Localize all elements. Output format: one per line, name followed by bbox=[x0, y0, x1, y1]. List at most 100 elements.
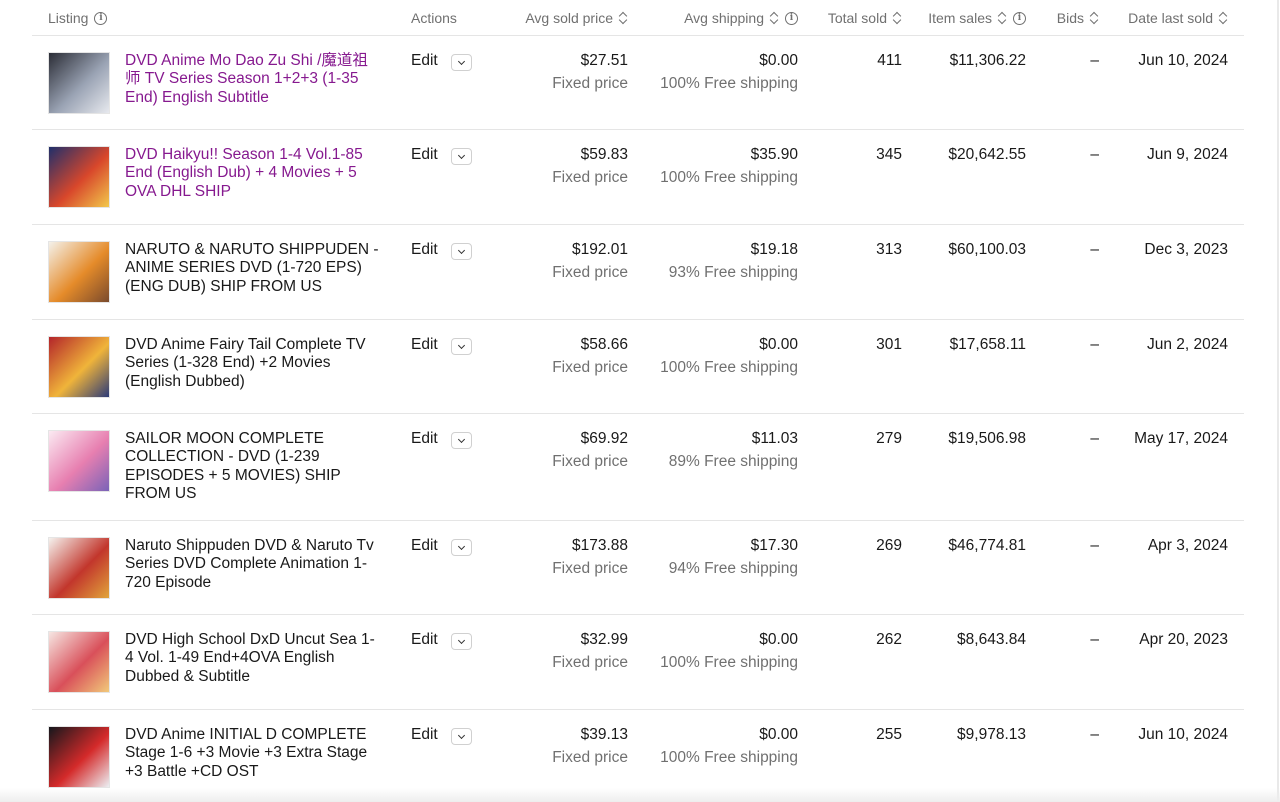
listing-title-link[interactable]: DVD High School DxD Uncut Sea 1-4 Vol. 1… bbox=[125, 631, 375, 685]
avg-sold-price: $173.88 bbox=[571, 537, 628, 554]
bids: – bbox=[1090, 726, 1099, 743]
chevron-down-icon[interactable] bbox=[450, 632, 472, 650]
col-actions-label: Actions bbox=[411, 10, 457, 26]
item-sales: $9,978.13 bbox=[957, 726, 1026, 743]
avg-shipping: $0.00 bbox=[759, 52, 798, 69]
bids: – bbox=[1090, 146, 1099, 163]
chevron-down-icon[interactable] bbox=[450, 337, 472, 355]
listing-title-link[interactable]: NARUTO & NARUTO SHIPPUDEN - ANIME SERIES… bbox=[125, 241, 379, 295]
avg-shipping: $35.90 bbox=[750, 146, 798, 163]
info-icon[interactable]: i bbox=[1013, 11, 1026, 25]
date-last-sold: Jun 10, 2024 bbox=[1138, 52, 1228, 69]
bids: – bbox=[1090, 241, 1099, 258]
date-last-sold: Apr 3, 2024 bbox=[1147, 537, 1228, 554]
avg-shipping: $0.00 bbox=[759, 726, 798, 743]
total-sold: 279 bbox=[876, 430, 902, 447]
col-total-sold[interactable]: Total sold bbox=[828, 0, 902, 36]
edit-action: Edit bbox=[411, 430, 472, 449]
chevron-down-icon[interactable] bbox=[450, 53, 472, 71]
listing-title-link[interactable]: DVD Anime Mo Dao Zu Shi /魔道祖师 TV Series … bbox=[125, 52, 368, 106]
listing-thumbnail[interactable] bbox=[48, 336, 110, 398]
scrollbar[interactable] bbox=[1277, 0, 1279, 802]
col-date-last-sold[interactable]: Date last sold bbox=[1128, 0, 1228, 36]
edit-action: Edit bbox=[411, 726, 472, 745]
chevron-down-icon[interactable] bbox=[450, 538, 472, 556]
listing-thumbnail[interactable] bbox=[48, 241, 110, 303]
sold-listings-table: Listing i Actions Avg sold price Avg shi… bbox=[32, 0, 1244, 802]
total-sold: 262 bbox=[876, 631, 902, 648]
col-avg-shipping[interactable]: Avg shipping i bbox=[684, 0, 798, 36]
avg-sold-price: $69.92 bbox=[580, 430, 628, 447]
listing-thumbnail[interactable] bbox=[48, 430, 110, 492]
edit-link[interactable]: Edit bbox=[411, 336, 438, 353]
listing-title-link[interactable]: DVD Anime INITIAL D COMPLETE Stage 1-6 +… bbox=[125, 726, 368, 780]
sort-icon[interactable] bbox=[1089, 10, 1099, 26]
col-avg-sold-price[interactable]: Avg sold price bbox=[525, 0, 628, 36]
edit-link[interactable]: Edit bbox=[411, 241, 438, 258]
free-shipping-rate: 94% Free shipping bbox=[668, 560, 798, 577]
listing-thumbnail[interactable] bbox=[48, 631, 110, 693]
price-format: Fixed price bbox=[552, 654, 628, 671]
listing-thumbnail[interactable] bbox=[48, 537, 110, 599]
col-bids-label: Bids bbox=[1056, 10, 1084, 26]
info-icon[interactable]: i bbox=[94, 11, 108, 25]
item-sales: $20,642.55 bbox=[948, 146, 1026, 163]
listing-title-link[interactable]: DVD Anime Fairy Tail Complete TV Series … bbox=[125, 336, 366, 390]
chevron-down-icon[interactable] bbox=[450, 242, 472, 260]
edit-link[interactable]: Edit bbox=[411, 726, 438, 743]
listing-thumbnail[interactable] bbox=[48, 726, 110, 788]
total-sold: 255 bbox=[876, 726, 902, 743]
col-total-sold-label: Total sold bbox=[827, 10, 887, 26]
total-sold: 269 bbox=[876, 537, 902, 554]
listing-thumbnail[interactable] bbox=[48, 146, 110, 208]
bids: – bbox=[1090, 631, 1099, 648]
sort-icon[interactable] bbox=[997, 10, 1007, 26]
col-listing-label: Listing bbox=[48, 10, 89, 26]
price-format: Fixed price bbox=[552, 749, 628, 766]
chevron-down-icon[interactable] bbox=[450, 431, 472, 449]
table-row: DVD Anime Mo Dao Zu Shi /魔道祖师 TV Series … bbox=[32, 36, 1244, 130]
col-item-sales[interactable]: Item sales i bbox=[928, 0, 1026, 36]
info-icon[interactable]: i bbox=[785, 11, 798, 25]
col-actions: Actions bbox=[411, 0, 457, 36]
price-format: Fixed price bbox=[552, 560, 628, 577]
avg-shipping: $0.00 bbox=[759, 336, 798, 353]
date-last-sold: Jun 10, 2024 bbox=[1138, 726, 1228, 743]
price-format: Fixed price bbox=[552, 75, 628, 92]
date-last-sold: Jun 2, 2024 bbox=[1146, 336, 1228, 353]
edit-action: Edit bbox=[411, 537, 472, 556]
col-listing[interactable]: Listing i bbox=[48, 0, 108, 36]
edit-link[interactable]: Edit bbox=[411, 430, 438, 447]
sort-icon[interactable] bbox=[1218, 10, 1228, 26]
col-bids[interactable]: Bids bbox=[1057, 0, 1099, 36]
date-last-sold: Dec 3, 2023 bbox=[1144, 241, 1228, 258]
listing-title-link[interactable]: Naruto Shippuden DVD & Naruto Tv Series … bbox=[125, 537, 374, 591]
table-row: DVD High School DxD Uncut Sea 1-4 Vol. 1… bbox=[32, 615, 1244, 710]
chevron-down-icon[interactable] bbox=[450, 147, 472, 165]
total-sold: 345 bbox=[876, 146, 902, 163]
item-sales: $46,774.81 bbox=[948, 537, 1026, 554]
sort-icon[interactable] bbox=[892, 10, 902, 26]
table-row: NARUTO & NARUTO SHIPPUDEN - ANIME SERIES… bbox=[32, 225, 1244, 320]
chevron-down-icon[interactable] bbox=[450, 727, 472, 745]
listing-title-link[interactable]: SAILOR MOON COMPLETE COLLECTION - DVD (1… bbox=[125, 430, 341, 502]
price-format: Fixed price bbox=[552, 453, 628, 470]
sort-icon[interactable] bbox=[618, 10, 628, 26]
price-format: Fixed price bbox=[552, 359, 628, 376]
edit-link[interactable]: Edit bbox=[411, 537, 438, 554]
avg-shipping: $19.18 bbox=[750, 241, 798, 258]
sort-icon[interactable] bbox=[769, 10, 779, 26]
date-last-sold: May 17, 2024 bbox=[1134, 430, 1228, 447]
free-shipping-rate: 100% Free shipping bbox=[660, 75, 798, 92]
free-shipping-rate: 89% Free shipping bbox=[668, 453, 798, 470]
edit-action: Edit bbox=[411, 52, 472, 71]
listing-title-link[interactable]: DVD Haikyu!! Season 1-4 Vol.1-85 End (En… bbox=[125, 146, 363, 200]
free-shipping-rate: 93% Free shipping bbox=[668, 264, 798, 281]
edit-link[interactable]: Edit bbox=[411, 631, 438, 648]
edit-link[interactable]: Edit bbox=[411, 146, 438, 163]
edit-link[interactable]: Edit bbox=[411, 52, 438, 69]
bids: – bbox=[1090, 52, 1099, 69]
listing-thumbnail[interactable] bbox=[48, 52, 110, 114]
edit-action: Edit bbox=[411, 241, 472, 260]
bids: – bbox=[1090, 537, 1099, 554]
